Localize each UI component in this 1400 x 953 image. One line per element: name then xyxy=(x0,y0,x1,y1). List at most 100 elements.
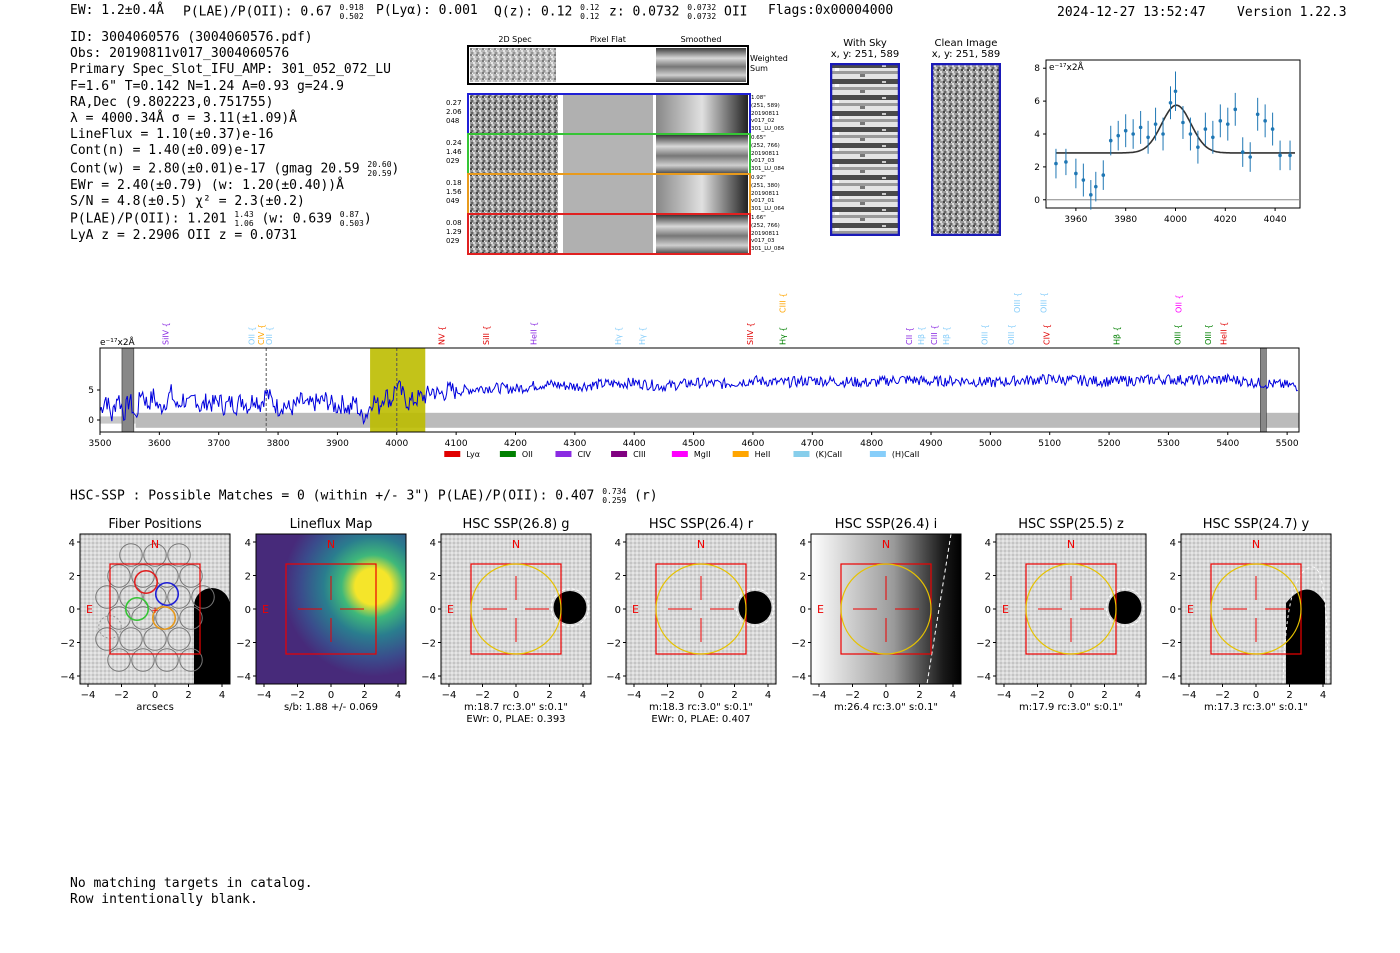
panel-xtick-label: 2 xyxy=(1286,690,1292,701)
spectrum-emission-label: SiII { xyxy=(482,325,491,345)
spectrum-legend-label: Lyα xyxy=(466,450,480,459)
footer: No matching targets in catalog. Row inte… xyxy=(70,876,313,908)
north-label: N xyxy=(151,538,159,551)
clean-image-title: Clean Image x, y: 251, 589 xyxy=(931,38,1001,60)
spectrum-xtick-label: 4500 xyxy=(682,439,705,449)
panel-xtick-label: 0 xyxy=(1253,690,1259,701)
spectrum-xtick-label: 3800 xyxy=(267,439,290,449)
panel-ytick-label: 4 xyxy=(985,538,991,549)
svg-text:v017_03: v017_03 xyxy=(751,238,775,244)
header-plae-value: P(LAE)/P(OII): 0.67 xyxy=(183,4,332,20)
hsc-panel-3: N E 4 2 0 −2 −4 −4 −2 0 2 4 m:18.7 rc:3.0" s:0.1"EWr… xyxy=(421,533,592,725)
panel-ytick-label: −2 xyxy=(606,639,621,650)
line-fit-plot: 0 2 4 6 8 3960 3980 4000 4020 4040 e⁻¹⁷x2Å xyxy=(1034,59,1301,225)
panel-xtick-label: 2 xyxy=(916,690,922,701)
fit-data-point xyxy=(1218,119,1223,123)
footer-line-2: Row intentionally blank. xyxy=(70,892,258,907)
spectrum-legend-swatch xyxy=(671,451,688,457)
spectrum-emission-label: OII { xyxy=(247,326,256,345)
highlighted-fiber xyxy=(133,569,159,595)
spectrum-xtick-label: 4300 xyxy=(563,439,586,449)
spectrum-emission-label: CIII { xyxy=(779,293,788,313)
header-z-value: z: 0.0732 xyxy=(609,4,680,20)
header-ew: EW: 1.2±0.4Å xyxy=(70,3,164,18)
panel-ytick-label: −4 xyxy=(976,672,991,683)
panel-xtick-label: 4 xyxy=(219,690,225,701)
spectrum-mask-region xyxy=(1260,347,1267,433)
spectrum-xtick-label: 4100 xyxy=(445,439,468,449)
hsc-source-ellipse xyxy=(735,588,775,627)
fit-data-point xyxy=(1211,135,1215,140)
svg-text:0.18: 0.18 xyxy=(446,179,462,187)
fit-ytick-label: 4 xyxy=(1034,130,1040,140)
info-sn: S/N = 4.8(±0.5) χ² = 2.3(±0.2) xyxy=(70,193,305,209)
info-plae-mid: (w: 0.639 xyxy=(253,211,332,227)
panel-caption-2: EWr: 0, PLAE: 0.393 xyxy=(466,714,565,725)
fit-data-point xyxy=(1123,128,1128,133)
fit-ytick-label: 2 xyxy=(1034,163,1040,173)
svg-text:301_LU_084: 301_LU_084 xyxy=(751,166,785,172)
spectrum-legend-swatch xyxy=(611,451,628,457)
spectrum-xtick-label: 5200 xyxy=(1098,439,1121,449)
panel-xtick-label: −2 xyxy=(1030,690,1045,701)
spectrum-xtick-label: 5300 xyxy=(1157,439,1180,449)
panel-ytick-label: −4 xyxy=(1161,672,1176,683)
hsc-source-ellipse xyxy=(1282,566,1329,685)
hsc-summary-text: HSC-SSP : Possible Matches = 0 (within +… xyxy=(70,488,595,504)
panel-ytick-label: 2 xyxy=(245,572,251,583)
fit-data-point xyxy=(1173,89,1178,94)
panel-xtick-label: 4 xyxy=(580,690,586,701)
weighted-sum-label-2: Sum xyxy=(750,64,768,73)
spectrum-xtick-label: 4400 xyxy=(623,439,646,449)
header-qz-value: Q(z): 0.12 xyxy=(494,4,573,20)
svg-text:2.06: 2.06 xyxy=(446,108,462,116)
panel-ytick-label: −2 xyxy=(236,639,251,650)
spectrum-emission-label: OIII { xyxy=(1007,324,1016,345)
fit-plot-frame xyxy=(1045,59,1301,209)
fit-data-point xyxy=(1089,193,1093,197)
panel-xtick-label: −2 xyxy=(475,690,490,701)
north-label: N xyxy=(327,538,335,551)
panel-caption: arcsecs xyxy=(136,702,174,713)
panel-xtick-label: 2 xyxy=(185,690,191,701)
fiber-circle xyxy=(95,627,119,651)
panel-xtick-label: 4 xyxy=(950,690,956,701)
panel-xtick-label: 0 xyxy=(883,690,889,701)
hsc-panel-title: HSC SSP(26.4) i xyxy=(835,517,937,532)
spectrum-legend-label: OII xyxy=(522,450,533,459)
panel-xtick-label: 4 xyxy=(1320,690,1326,701)
svg-text:1.08": 1.08" xyxy=(751,95,766,101)
footer-line-1: No matching targets in catalog. xyxy=(70,876,313,891)
svg-text:(252, 766): (252, 766) xyxy=(751,143,780,149)
match-radius-circle xyxy=(1025,563,1117,655)
header-qz: Q(z): 0.12 0.12 0.12 xyxy=(494,3,599,21)
spectrum-legend-swatch xyxy=(555,451,572,457)
svg-text:1.29: 1.29 xyxy=(446,228,462,236)
full-spectrum-plot: 0 5 3500 3600 3700 3800 3900 4000 4100 4200 4300 44… xyxy=(88,292,1300,459)
spectrum-emission-label: OIII { xyxy=(980,324,989,345)
spectrum-xtick-label: 5100 xyxy=(1038,439,1061,449)
spectrum-emission-label: OIII { xyxy=(1040,292,1049,313)
panel-xtick-label: −2 xyxy=(660,690,675,701)
svg-text:20190811: 20190811 xyxy=(751,231,779,237)
with-sky-image xyxy=(830,63,900,236)
panel-xtick-label: −4 xyxy=(1182,690,1197,701)
fiber-circle xyxy=(143,543,167,567)
hsc-summary-lo: 0.259 xyxy=(602,496,627,505)
panel-caption: m:26.4 rc:3.0" s:0.1" xyxy=(834,702,938,713)
north-label: N xyxy=(1252,538,1260,551)
bright-source xyxy=(553,591,587,624)
header-plae-hi: 0.918 xyxy=(339,3,364,12)
panel-ytick-label: 0 xyxy=(985,605,991,616)
spectrum-emission-label: HeII { xyxy=(1220,322,1229,345)
panel-xtick-label: 2 xyxy=(1101,690,1107,701)
spectrum-error-band-left xyxy=(100,416,136,424)
cutout-grid: 2D Spec Pixel Flat Smoothed Weighted Sum… xyxy=(446,35,788,255)
spectrum-emission-label: HeII { xyxy=(529,322,538,345)
north-label: N xyxy=(882,538,890,551)
fit-xtick-label: 4020 xyxy=(1214,215,1237,225)
info-contw-end: ) xyxy=(391,161,400,177)
weighted-sum-2d xyxy=(470,48,556,82)
fit-unit-label: e⁻¹⁷x2Å xyxy=(1049,61,1085,73)
